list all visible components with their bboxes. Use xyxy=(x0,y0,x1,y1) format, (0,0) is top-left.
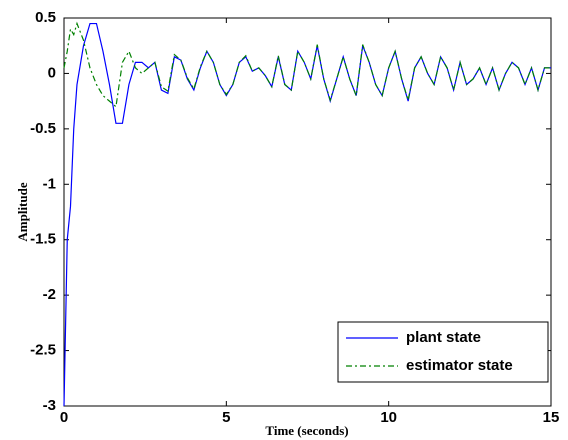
y-tick-label: -2 xyxy=(43,286,56,303)
legend-box xyxy=(337,321,549,383)
y-tick-label: -1.5 xyxy=(30,231,56,248)
y-tick-label: -2.5 xyxy=(30,342,56,359)
x-axis-label: Time (seconds) xyxy=(265,423,348,438)
x-tick-label: 10 xyxy=(380,409,397,426)
y-tick-label: -3 xyxy=(43,397,56,414)
legend-label: plant state xyxy=(406,329,481,346)
y-tick-label: 0 xyxy=(48,64,56,81)
y-tick-label: -0.5 xyxy=(30,120,56,137)
x-tick-label: 5 xyxy=(222,409,230,426)
data-line xyxy=(63,21,551,108)
x-tick-label: 15 xyxy=(543,409,560,426)
x-tick-label: 0 xyxy=(60,409,68,426)
y-axis-label: Amplitude xyxy=(15,182,30,241)
y-tick-label: 0.5 xyxy=(35,9,56,26)
legend-label: estimator state xyxy=(406,357,513,374)
y-tick-label: -1 xyxy=(43,175,56,192)
